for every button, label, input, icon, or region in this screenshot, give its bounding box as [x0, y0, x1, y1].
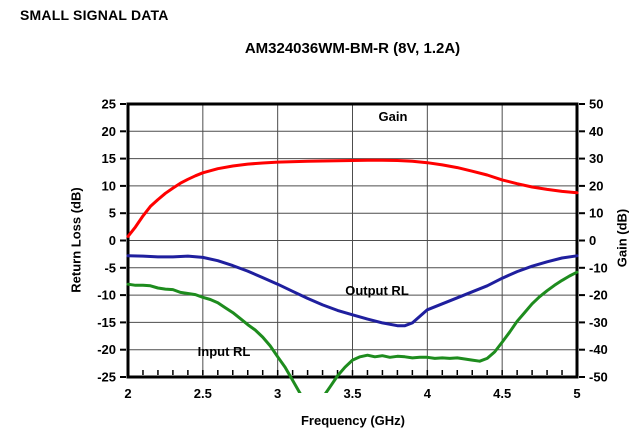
- y-right-axis-title: Gain (dB): [614, 208, 630, 268]
- y-right-tick-label: 40: [589, 124, 603, 139]
- x-tick-label: 4.5: [493, 386, 511, 401]
- y-right-tick-label: -10: [589, 260, 608, 275]
- y-left-tick-label: -5: [104, 260, 116, 275]
- y-right-tick-label: 50: [589, 97, 603, 112]
- y-right-tick-label: -20: [589, 288, 608, 303]
- y-right-tick-label: 30: [589, 151, 603, 166]
- x-axis-title: Frequency (GHz): [300, 413, 406, 428]
- y-right-tick-label: 10: [589, 206, 603, 221]
- y-left-tick-label: -10: [97, 288, 116, 303]
- page-title: SMALL SIGNAL DATA: [20, 7, 169, 23]
- y-left-tick-label: 20: [102, 124, 116, 139]
- y-left-tick-label: -20: [97, 342, 116, 357]
- y-left-tick-label: 25: [102, 97, 116, 112]
- y-right-tick-label: -50: [589, 370, 608, 385]
- y-right-tick-label: 20: [589, 178, 603, 193]
- y-left-tick-label: 0: [109, 233, 116, 248]
- x-tick-label: 2: [124, 386, 131, 401]
- y-left-tick-label: 10: [102, 178, 116, 193]
- y-left-axis-title: Return Loss (dB): [68, 187, 84, 293]
- y-right-tick-label: 0: [589, 233, 596, 248]
- x-tick-label: 5: [573, 386, 580, 401]
- x-tick-label: 3: [274, 386, 281, 401]
- gain-curve: [126, 158, 579, 238]
- y-left-tick-label: 5: [109, 206, 116, 221]
- y-right-tick-label: -30: [589, 315, 608, 330]
- x-tick-label: 4: [424, 386, 432, 401]
- gain-curve-label: Gain: [378, 109, 408, 124]
- input-rl-curve-label: Input RL: [197, 344, 251, 359]
- y-left-tick-label: 15: [102, 151, 116, 166]
- x-tick-label: 3.5: [343, 386, 361, 401]
- output-rl-curve-label: Output RL: [345, 283, 409, 298]
- plot-border: [126, 102, 579, 379]
- output-rl-curve: [126, 254, 579, 328]
- y-left-tick-label: -25: [97, 370, 116, 385]
- input-rl-curve: [126, 270, 579, 393]
- y-left-tick-label: -15: [97, 315, 116, 330]
- chart-title: AM324036WM-BM-R (8V, 1.2A): [244, 40, 461, 57]
- y-right-tick-label: -40: [589, 342, 608, 357]
- x-tick-label: 2.5: [194, 386, 212, 401]
